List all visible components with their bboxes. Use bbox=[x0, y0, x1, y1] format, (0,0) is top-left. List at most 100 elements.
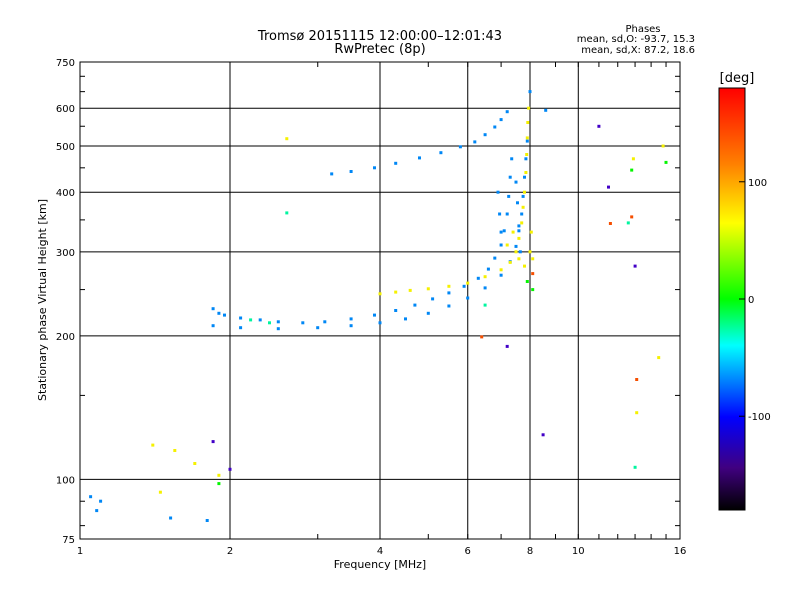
data-point bbox=[523, 264, 526, 268]
data-point bbox=[505, 212, 509, 216]
data-point bbox=[518, 250, 522, 254]
data-point bbox=[447, 304, 451, 308]
data-point bbox=[528, 90, 532, 94]
x-tick-label: 10 bbox=[572, 546, 585, 557]
data-point bbox=[483, 303, 487, 307]
data-point bbox=[664, 160, 668, 164]
data-point bbox=[349, 324, 353, 328]
data-point bbox=[523, 190, 526, 194]
data-point bbox=[89, 495, 93, 499]
data-point bbox=[158, 490, 162, 494]
data-point bbox=[507, 194, 511, 198]
data-points bbox=[89, 90, 668, 522]
data-point bbox=[394, 161, 398, 165]
y-axis-label: Stationary phase Virtual Height [km] bbox=[36, 199, 49, 401]
x-tick-label: 4 bbox=[377, 546, 383, 557]
data-point bbox=[517, 257, 521, 261]
data-point bbox=[527, 106, 531, 110]
data-point bbox=[480, 335, 484, 339]
data-point bbox=[520, 221, 524, 225]
data-point bbox=[223, 313, 226, 317]
data-point bbox=[316, 326, 320, 330]
y-tick-label: 500 bbox=[56, 142, 75, 153]
data-point bbox=[523, 175, 526, 179]
data-point bbox=[633, 264, 637, 268]
data-point bbox=[505, 344, 509, 348]
data-point bbox=[426, 287, 430, 291]
data-point bbox=[505, 110, 509, 114]
data-point bbox=[514, 180, 518, 184]
data-point bbox=[193, 462, 197, 465]
data-point bbox=[211, 324, 215, 328]
data-point bbox=[521, 194, 525, 198]
data-point bbox=[473, 140, 477, 144]
data-point bbox=[258, 318, 262, 322]
data-point bbox=[301, 321, 305, 325]
data-point bbox=[496, 190, 500, 194]
data-point bbox=[349, 317, 353, 321]
data-point bbox=[528, 250, 532, 254]
data-point bbox=[544, 108, 548, 112]
data-point bbox=[458, 145, 462, 149]
data-point bbox=[516, 201, 519, 205]
data-point bbox=[517, 229, 521, 233]
data-point bbox=[541, 433, 545, 437]
data-point bbox=[498, 212, 502, 216]
data-point bbox=[378, 292, 382, 296]
data-point bbox=[520, 212, 524, 216]
y-tick-label: 750 bbox=[56, 58, 75, 69]
x-axis-label: Frequency [MHz] bbox=[334, 558, 426, 571]
data-point bbox=[531, 288, 535, 292]
data-point bbox=[378, 321, 382, 325]
y-tick-label: 300 bbox=[56, 248, 75, 259]
data-point bbox=[483, 275, 487, 279]
data-point bbox=[524, 171, 528, 174]
data-point bbox=[426, 311, 430, 315]
colorbar-ticks: 100 0 -100 bbox=[739, 178, 771, 423]
data-point bbox=[511, 230, 515, 234]
data-point bbox=[447, 291, 451, 295]
y-axis-ticks: 75 100 200 300 400 500 600 750 bbox=[56, 58, 680, 546]
colorbar-tick-label: -100 bbox=[748, 412, 771, 423]
data-point bbox=[413, 303, 417, 307]
data-point bbox=[408, 288, 412, 292]
data-point bbox=[499, 230, 503, 234]
data-point bbox=[418, 156, 421, 160]
data-point bbox=[630, 215, 634, 219]
data-point bbox=[661, 144, 665, 148]
data-point bbox=[525, 280, 529, 283]
data-point bbox=[493, 256, 497, 260]
stats-x-mode: mean, sd,X: 87.2, 18.6 bbox=[581, 45, 695, 56]
data-point bbox=[531, 272, 535, 276]
data-point bbox=[323, 320, 327, 324]
data-point bbox=[633, 465, 637, 469]
data-point bbox=[635, 378, 639, 381]
data-point bbox=[404, 317, 407, 321]
data-point bbox=[626, 221, 630, 225]
x-tick-label: 2 bbox=[227, 546, 233, 557]
data-point bbox=[462, 284, 466, 288]
data-point bbox=[239, 326, 243, 330]
data-point bbox=[169, 516, 173, 520]
data-point bbox=[349, 170, 353, 173]
y-tick-label: 600 bbox=[56, 104, 75, 115]
data-point bbox=[514, 250, 518, 254]
x-axis-ticks: 1 2 4 6 8 10 16 bbox=[77, 62, 686, 557]
data-point bbox=[521, 205, 525, 209]
data-point bbox=[228, 467, 232, 471]
data-point bbox=[211, 440, 215, 444]
data-point bbox=[249, 318, 253, 322]
data-point bbox=[394, 309, 398, 312]
data-point bbox=[526, 121, 530, 124]
data-point bbox=[608, 222, 612, 225]
x-tick-label: 1 bbox=[77, 546, 83, 557]
data-point bbox=[514, 244, 518, 248]
data-point bbox=[330, 172, 334, 176]
data-point bbox=[466, 281, 470, 285]
data-point bbox=[510, 157, 514, 161]
data-point bbox=[524, 157, 528, 161]
data-point bbox=[285, 211, 289, 215]
data-point bbox=[276, 327, 280, 331]
stats-label: Phases bbox=[625, 24, 660, 35]
